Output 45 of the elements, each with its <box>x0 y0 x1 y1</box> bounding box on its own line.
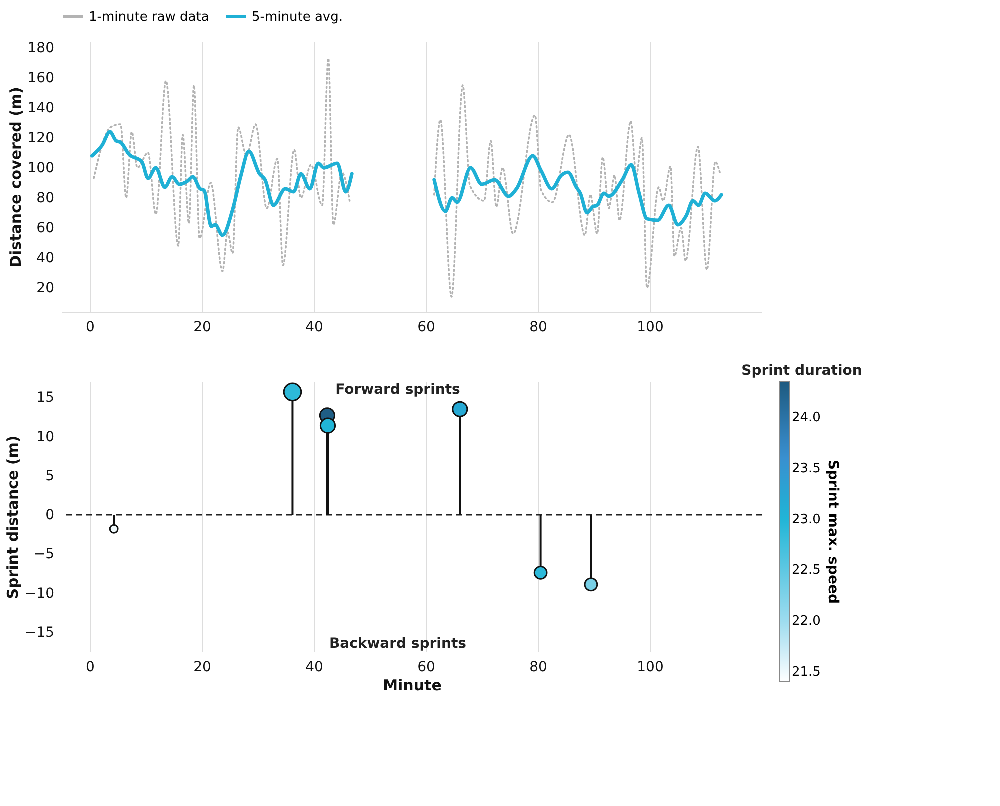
x-tick-label: 100 <box>637 320 664 336</box>
annotation: Backward sprints <box>330 636 466 652</box>
color-bar-label: 22.5 <box>792 563 821 578</box>
y-tick-label: 140 <box>28 100 54 116</box>
y-axis-title: Sprint distance (m) <box>4 436 22 600</box>
x-tick-label: 60 <box>418 320 436 336</box>
color-bar-label: 21.5 <box>792 664 821 680</box>
y-tick-label: −5 <box>34 546 54 563</box>
y-tick-label: 100 <box>28 160 54 176</box>
point <box>320 418 336 434</box>
x-tick-label: 0 <box>86 660 95 676</box>
y-tick-label: 0 <box>46 508 54 524</box>
x-tick-label: 40 <box>306 660 324 676</box>
color-bar-title: Sprint max. speed <box>825 460 841 604</box>
color-bar-label: 24.0 <box>792 410 821 426</box>
y-tick-label: 80 <box>36 190 54 206</box>
legend-title: Sprint duration <box>742 363 862 379</box>
color-bar-label: 23.5 <box>792 461 821 476</box>
point <box>452 401 468 418</box>
color-bar-label: 22.0 <box>792 614 821 629</box>
x-axis-title: Minute <box>383 676 442 694</box>
y-tick-label: 15 <box>36 390 54 406</box>
y-tick-label: 20 <box>36 280 54 296</box>
x-tick-label: 20 <box>194 320 212 336</box>
y-tick-label: 160 <box>28 70 54 86</box>
annotation: Forward sprints <box>336 382 460 398</box>
y-tick-label: 10 <box>36 429 54 446</box>
x-tick-label: 80 <box>530 660 548 676</box>
x-tick-label: 100 <box>637 660 664 676</box>
x-tick-label: 60 <box>418 660 436 676</box>
y-tick-label: 5 <box>46 468 54 484</box>
x-tick-label: 0 <box>86 320 95 336</box>
x-tick-label: 40 <box>306 320 324 336</box>
y-tick-label: −10 <box>24 586 54 602</box>
legend-label: 1-minute raw data <box>89 10 210 25</box>
y-tick-label: 120 <box>28 130 54 146</box>
x-tick-label: 80 <box>530 320 548 336</box>
x-tick-label: 20 <box>194 660 212 676</box>
y-tick-label: −15 <box>24 624 54 641</box>
y-tick-label: 180 <box>28 40 54 56</box>
y-axis-title: Distance covered (m) <box>6 87 25 268</box>
y-tick-label: 60 <box>36 220 54 236</box>
color-bar-label: 23.0 <box>792 512 821 528</box>
y-tick-label: 40 <box>36 250 54 266</box>
legend-label: 5-minute avg. <box>252 10 343 25</box>
